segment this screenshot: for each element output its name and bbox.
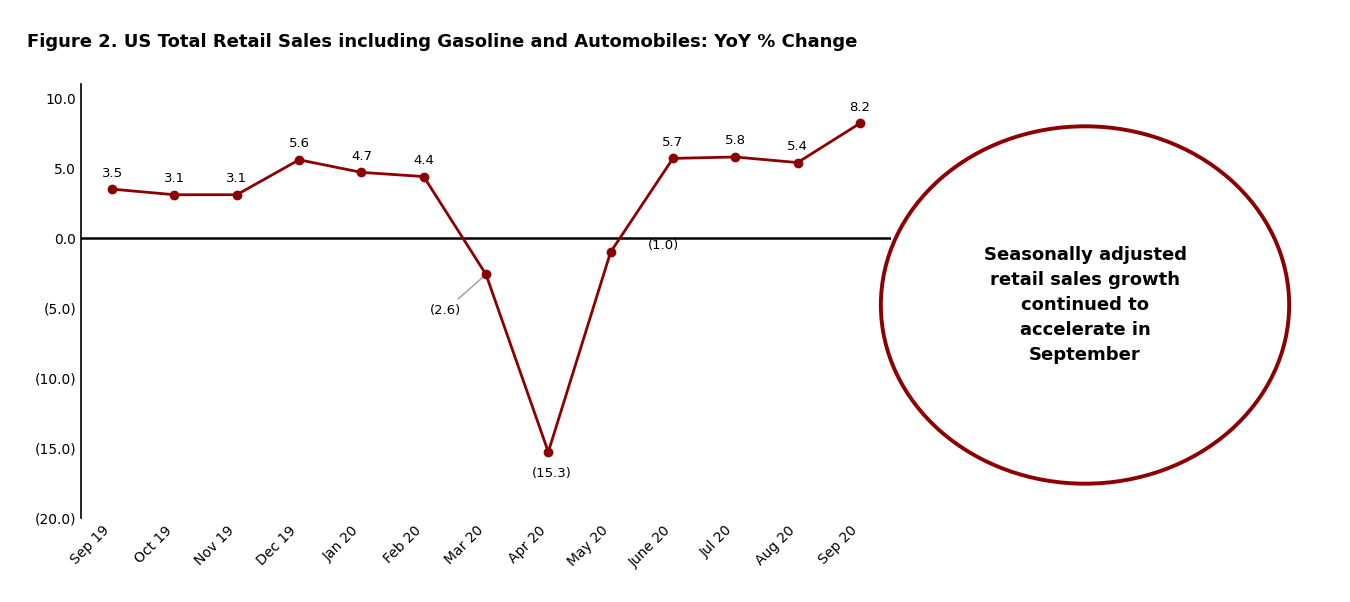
Text: 5.6: 5.6 xyxy=(289,137,309,150)
Text: 3.1: 3.1 xyxy=(227,172,247,185)
Text: 5.8: 5.8 xyxy=(725,134,745,147)
Text: 4.7: 4.7 xyxy=(351,150,371,163)
Text: 5.7: 5.7 xyxy=(663,136,683,149)
Text: 4.4: 4.4 xyxy=(413,154,435,167)
Text: 3.5: 3.5 xyxy=(101,167,123,179)
Text: 8.2: 8.2 xyxy=(849,101,871,114)
Text: 3.1: 3.1 xyxy=(163,172,185,185)
Text: (1.0): (1.0) xyxy=(648,239,679,252)
Text: (2.6): (2.6) xyxy=(429,276,483,317)
Text: Figure 2. US Total Retail Sales including Gasoline and Automobiles: YoY % Change: Figure 2. US Total Retail Sales includin… xyxy=(27,33,857,51)
Text: 5.4: 5.4 xyxy=(787,140,809,153)
Text: (15.3): (15.3) xyxy=(532,467,571,480)
Text: Seasonally adjusted
retail sales growth
continued to
accelerate in
September: Seasonally adjusted retail sales growth … xyxy=(984,246,1187,364)
